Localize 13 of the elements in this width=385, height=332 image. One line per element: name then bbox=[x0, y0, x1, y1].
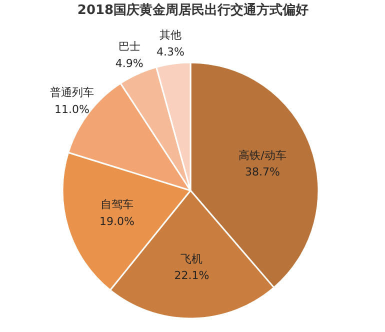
slice-label: 高铁/动车 bbox=[238, 148, 286, 162]
slice-label: 普通列车 bbox=[50, 86, 94, 100]
data-label: 4.9% bbox=[115, 57, 144, 70]
data-label: 19.0% bbox=[100, 214, 135, 228]
chart-title: 2018国庆黄金周居民出行交通方式偏好 bbox=[77, 2, 309, 18]
slice-label: 巴士 bbox=[118, 40, 140, 54]
slice-label: 飞机 bbox=[180, 252, 203, 266]
data-label: 38.7% bbox=[245, 166, 280, 179]
data-label: 11.0% bbox=[54, 102, 90, 116]
data-label: 4.3% bbox=[156, 45, 184, 58]
data-label: 22.1% bbox=[174, 269, 210, 282]
slice-label: 其他 bbox=[160, 28, 182, 42]
slice-label: 自驾车 bbox=[100, 198, 134, 211]
